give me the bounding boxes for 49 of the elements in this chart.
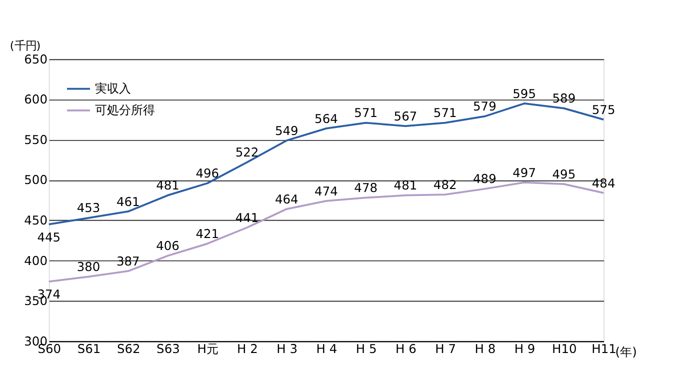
x-tick-label: H 5 (356, 342, 377, 356)
x-tick-label: S62 (116, 342, 140, 356)
legend-label: 実収入 (94, 82, 131, 96)
data-label: 567 (394, 109, 418, 124)
data-label: 445 (37, 230, 61, 244)
data-label: 482 (433, 178, 457, 192)
data-label: 421 (196, 227, 220, 242)
data-label: 571 (433, 106, 457, 120)
data-label: 453 (76, 201, 100, 216)
x-tick-label: H 8 (474, 342, 496, 356)
data-label: 522 (235, 146, 259, 160)
data-label: 474 (314, 184, 338, 198)
data-label: 481 (156, 178, 180, 193)
data-label: 571 (354, 106, 378, 120)
y-tick-label: 400 (24, 254, 48, 268)
y-tick-label: 650 (24, 52, 48, 66)
x-tick-label: H 9 (514, 342, 536, 356)
data-label: 481 (394, 178, 418, 193)
data-label: 406 (156, 239, 180, 254)
x-tick-label: H元 (197, 342, 218, 356)
x-tick-label: H 3 (276, 342, 298, 356)
x-tick-label: H 6 (395, 342, 416, 356)
y-tick-label: 450 (24, 214, 48, 228)
data-label: 461 (116, 194, 140, 209)
data-label: 575 (592, 102, 616, 117)
data-label: 478 (354, 181, 378, 196)
data-label: 549 (274, 124, 298, 138)
x-tick-label: H10 (552, 342, 577, 356)
x-tick-label: H 7 (435, 342, 456, 356)
data-label: 496 (196, 166, 220, 181)
x-tick-label: H 4 (316, 342, 338, 356)
data-label: 380 (76, 260, 100, 274)
y-tick-label: 600 (24, 92, 48, 107)
y-axis-title: (千円) (10, 39, 41, 52)
data-label: 464 (274, 192, 298, 206)
data-label: 595 (512, 86, 536, 101)
data-label: 484 (592, 176, 616, 190)
data-label: 497 (512, 166, 536, 180)
y-tick-label: 500 (24, 173, 48, 188)
x-tick-label: H11 (592, 342, 616, 356)
data-label: 579 (473, 100, 496, 114)
x-tick-label: S61 (77, 342, 101, 356)
x-axis-title: (年) (615, 344, 637, 359)
legend-label: 可処分所得 (94, 103, 155, 118)
x-tick-label: S63 (156, 342, 180, 356)
y-tick-label: 550 (24, 132, 48, 147)
data-label: 564 (314, 112, 338, 126)
x-tick-label: H 2 (237, 342, 258, 356)
data-label: 495 (552, 167, 576, 182)
